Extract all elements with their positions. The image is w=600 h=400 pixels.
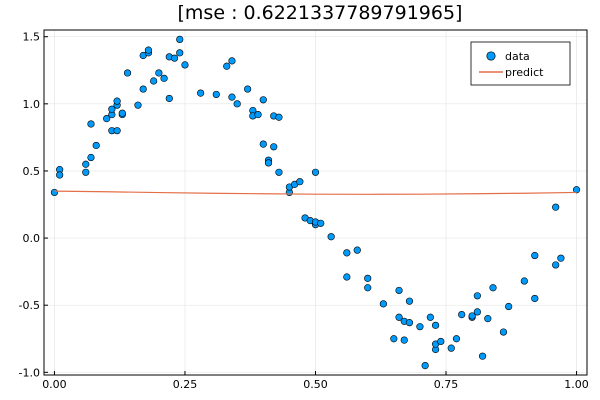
y-tick-label: -1.0 <box>19 366 40 379</box>
data-point <box>223 62 231 70</box>
legend-marker-data <box>486 51 496 61</box>
legend-box <box>470 41 571 86</box>
data-point <box>134 101 142 109</box>
data-point <box>484 315 492 323</box>
data-point <box>212 90 220 99</box>
data-point <box>244 85 252 93</box>
data-point <box>405 319 414 327</box>
data-point <box>426 313 434 321</box>
data-point <box>228 57 236 65</box>
data-point <box>50 188 59 197</box>
data-point <box>176 35 184 43</box>
data-point <box>400 336 408 344</box>
data-point <box>552 261 560 269</box>
data-point <box>82 168 90 176</box>
data-point <box>56 171 64 179</box>
data-point <box>275 168 283 176</box>
data-point <box>197 89 205 97</box>
data-point <box>139 85 147 93</box>
data-point <box>103 114 111 123</box>
data-point <box>390 335 398 343</box>
data-point <box>123 69 132 77</box>
data-point <box>473 308 481 316</box>
data-point <box>82 160 90 168</box>
x-tick-label: 0.50 <box>303 378 328 391</box>
data-point <box>499 328 508 336</box>
data-point <box>264 159 273 167</box>
data-point <box>311 168 320 176</box>
data-point <box>176 49 184 57</box>
data-point <box>87 153 95 162</box>
data-point <box>228 93 236 101</box>
x-axis-ticks: 0.00 0.25 0.50 0.75 1.00 <box>42 371 589 391</box>
data-point <box>108 105 116 113</box>
y-tick-label: 1.0 <box>23 98 41 111</box>
data-point <box>405 297 414 305</box>
x-tick-label: 0.75 <box>434 378 459 391</box>
data-point <box>572 186 581 194</box>
x-tick-label: 0.00 <box>42 378 67 391</box>
data-point <box>552 203 560 211</box>
y-tick-label: -0.5 <box>19 299 40 312</box>
data-point <box>259 140 267 148</box>
data-point <box>259 96 267 104</box>
data-point <box>421 362 429 370</box>
x-tick-label: 1.00 <box>564 378 589 391</box>
legend: data predict <box>470 41 571 86</box>
data-point <box>364 284 372 292</box>
data-point <box>160 74 168 82</box>
data-point <box>520 277 528 285</box>
predict-line <box>54 190 577 195</box>
data-point <box>531 294 539 303</box>
data-point <box>165 94 173 103</box>
data-point <box>478 352 487 360</box>
data-point <box>270 143 278 151</box>
data-point <box>458 310 466 319</box>
y-tick-label: 1.5 <box>23 31 41 44</box>
x-tick-label: 0.25 <box>173 378 198 391</box>
data-point <box>113 97 121 105</box>
data-point <box>364 274 372 282</box>
data-point <box>233 100 241 108</box>
y-axis-ticks: -1.0 -0.5 0.0 0.5 1.0 1.5 <box>19 31 48 379</box>
data-point <box>437 337 445 346</box>
data-point <box>317 219 325 227</box>
data-point <box>87 120 95 128</box>
data-point <box>473 292 481 300</box>
data-point <box>416 323 424 331</box>
data-point <box>505 302 513 311</box>
data-point <box>431 321 440 329</box>
legend-label-data: data <box>505 50 530 63</box>
data-point <box>557 254 565 262</box>
data-point <box>144 46 153 54</box>
data-point <box>181 61 189 69</box>
data-point <box>468 312 476 320</box>
data-point <box>275 113 283 121</box>
data-point <box>92 141 100 150</box>
data-point <box>447 344 455 352</box>
data-point <box>395 313 403 321</box>
y-tick-label: 0.0 <box>23 232 41 245</box>
data-point <box>118 109 126 117</box>
data-point <box>155 69 163 77</box>
legend-label-predict: predict <box>505 66 544 79</box>
data-point <box>343 273 351 281</box>
plot-series <box>50 35 581 370</box>
data-point <box>150 77 158 85</box>
data-point <box>254 110 262 119</box>
y-tick-label: 0.5 <box>23 165 41 178</box>
data-point <box>343 249 351 257</box>
data-point <box>395 286 403 295</box>
data-point <box>489 284 497 292</box>
chart-title: [mse : 0.6221337789791965] <box>178 2 463 24</box>
data-point <box>327 233 335 241</box>
data-point <box>113 127 121 135</box>
data-point <box>531 251 539 260</box>
data-point <box>170 54 179 62</box>
data-point <box>353 246 361 254</box>
data-point <box>379 300 387 308</box>
data-point <box>452 335 461 343</box>
data-point <box>296 178 304 186</box>
